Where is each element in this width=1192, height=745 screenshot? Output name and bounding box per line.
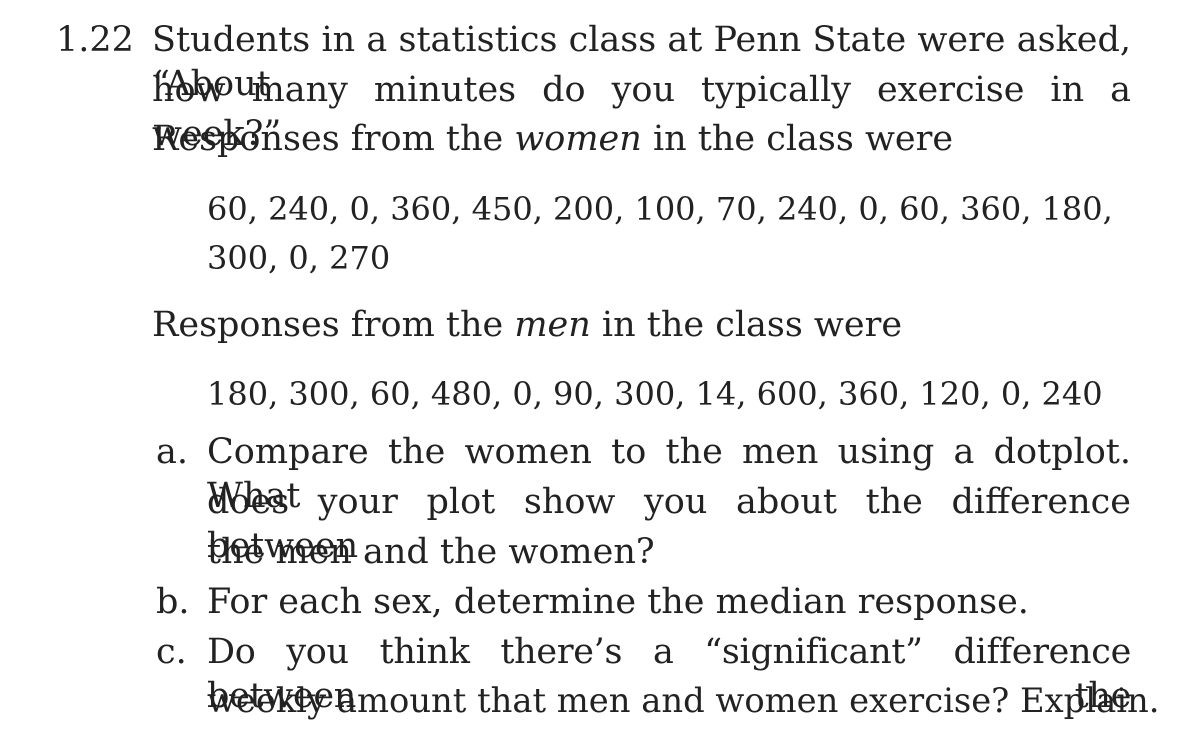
part-a-line-1: Compare the women to the men using a dot… xyxy=(207,432,1131,516)
men-data-line: 180, 300, 60, 480, 0, 90, 300, 14, 600, … xyxy=(207,375,1103,413)
men-intro-tail: in the class were xyxy=(590,305,903,345)
women-word: women xyxy=(514,119,642,159)
women-intro-tail: in the class were xyxy=(641,119,954,159)
men-intro-line: Responses from the men in the class were xyxy=(152,303,902,347)
men-word: men xyxy=(514,305,591,345)
women-intro-lead: Responses from the xyxy=(152,119,515,159)
women-intro-line: Responses from the women in the class we… xyxy=(152,117,953,161)
men-intro-lead: Responses from the xyxy=(152,305,515,345)
part-a-line-2: does your plot show you about the differ… xyxy=(207,482,1131,566)
intro-line-1: Students in a statistics class at Penn S… xyxy=(152,20,1131,104)
part-c-line-2: weekly amount that men and women exercis… xyxy=(207,681,1160,720)
part-b-letter: b. xyxy=(156,582,190,622)
intro-line-2: how many minutes do you typically exerci… xyxy=(152,70,1131,154)
problem-number: 1.22 xyxy=(56,20,134,60)
part-c-line-1: Do you think there’s a “significant” dif… xyxy=(207,632,1131,716)
part-a-line-3: the men and the women? xyxy=(207,532,655,572)
part-c-letter: c. xyxy=(156,632,187,672)
part-a-letter: a. xyxy=(156,432,188,472)
part-b-line-1: For each sex, determine the median respo… xyxy=(207,582,1029,622)
women-data-line-2: 300, 0, 270 xyxy=(207,239,391,277)
women-data-line-1: 60, 240, 0, 360, 450, 200, 100, 70, 240,… xyxy=(207,190,1113,228)
